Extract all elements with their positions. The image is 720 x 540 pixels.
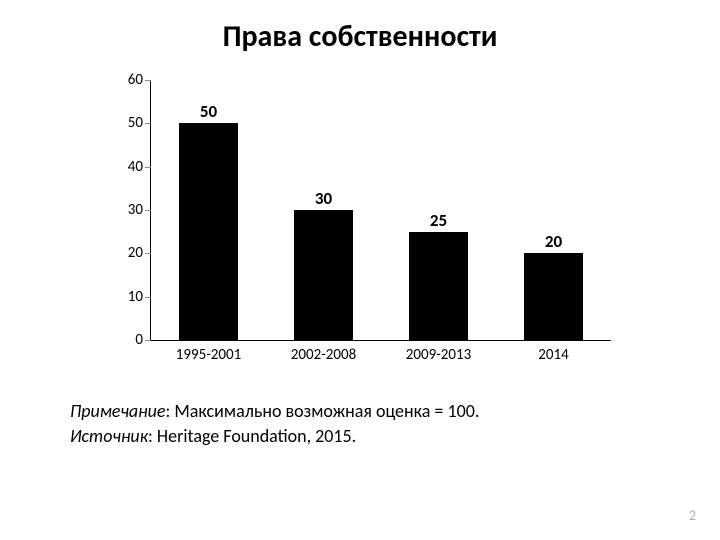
plot-area: 0102030405060501995-2001302002-200825200… xyxy=(150,80,611,341)
x-tick-label: 2014 xyxy=(538,346,568,364)
footnote-1-text: : Максимально возможная оценка = 100. xyxy=(166,400,480,422)
x-tick-label: 1995-2001 xyxy=(176,346,241,364)
slide: Права собственности 0 10 20 30 40 50 60 50 1995-… xyxy=(0,0,720,540)
x-tick-label: 2009-2013 xyxy=(406,346,471,364)
y-tick-label: 30 xyxy=(128,201,151,219)
page-title: Права собственности xyxy=(0,18,720,55)
footnote-line-1: Примечание: Максимально возможная оценка… xyxy=(70,400,650,423)
bar-value-label: 25 xyxy=(409,210,469,231)
y-tick-label: 20 xyxy=(128,244,151,262)
footnotes: Примечание: Максимально возможная оценка… xyxy=(70,400,650,451)
bar: 25 xyxy=(409,232,469,340)
y-tick-label: 0 xyxy=(135,331,151,349)
page-number: 2 xyxy=(689,507,696,524)
y-tick-label: 40 xyxy=(128,158,151,176)
footnote-2-text: : Heritage Foundation, 2015. xyxy=(148,425,356,447)
bar: 20 xyxy=(524,253,584,340)
bar: 50 xyxy=(179,123,239,340)
chart-container: 0102030405060501995-2001302002-200825200… xyxy=(110,80,610,370)
bar-value-label: 20 xyxy=(524,231,584,252)
bar-value-label: 30 xyxy=(294,188,354,209)
bar-value-label: 50 xyxy=(179,101,239,122)
footnote-1-label: Примечание xyxy=(70,400,166,422)
y-tick-label: 50 xyxy=(128,114,151,132)
bar: 30 xyxy=(294,210,354,340)
footnote-line-2: Источник: Heritage Foundation, 2015. xyxy=(70,425,650,448)
x-tick-label: 2002-2008 xyxy=(291,346,356,364)
footnote-2-label: Источник xyxy=(70,425,148,447)
y-tick-label: 10 xyxy=(128,288,151,306)
y-tick-label: 60 xyxy=(128,71,151,89)
